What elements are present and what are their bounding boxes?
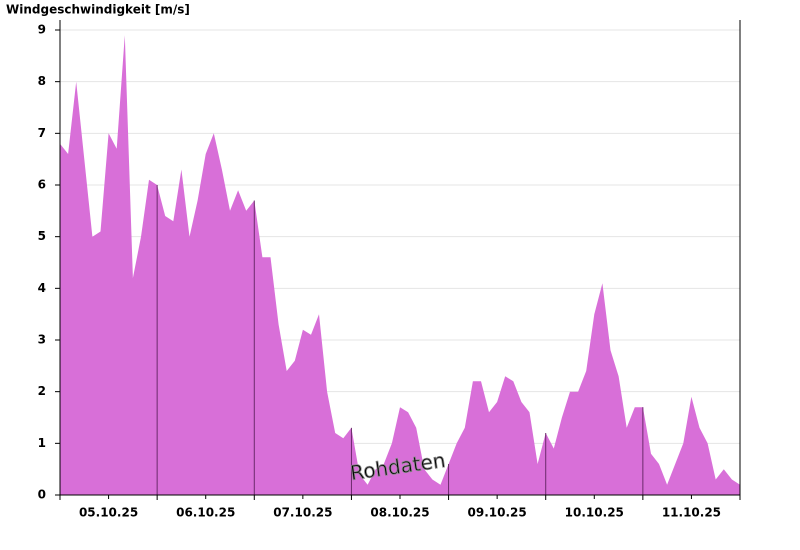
- chart-title: Windgeschwindigkeit [m/s]: [6, 3, 190, 17]
- x-tick-label: 06.10.25: [176, 506, 235, 520]
- x-tick-label: 05.10.25: [79, 506, 138, 520]
- y-tick-label: 0: [38, 488, 46, 502]
- y-tick-label: 1: [38, 436, 46, 450]
- y-tick-label: 2: [38, 384, 46, 398]
- x-tick-label: 11.10.25: [662, 506, 721, 520]
- x-tick-label: 09.10.25: [468, 506, 527, 520]
- y-tick-label: 3: [38, 333, 46, 347]
- y-tick-label: 9: [38, 23, 46, 37]
- x-tick-label: 07.10.25: [273, 506, 332, 520]
- area: [60, 35, 740, 495]
- y-tick-label: 6: [38, 178, 46, 192]
- x-tick-label: 08.10.25: [370, 506, 429, 520]
- y-tick-label: 7: [38, 126, 46, 140]
- y-tick-label: 4: [38, 281, 46, 295]
- y-tick-label: 5: [38, 229, 46, 243]
- x-tick-label: 10.10.25: [565, 506, 624, 520]
- y-tick-label: 8: [38, 74, 46, 88]
